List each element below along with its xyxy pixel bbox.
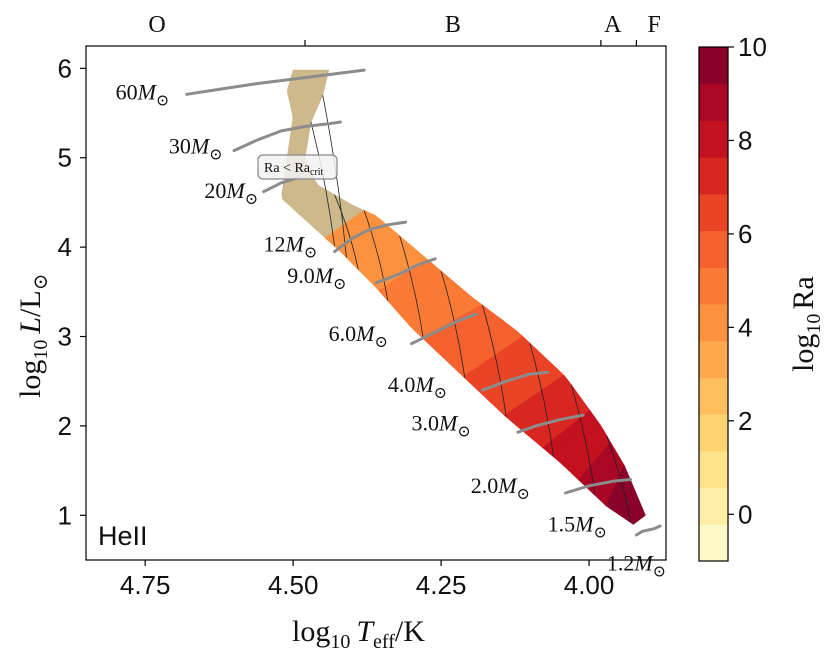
y-tick-label: 2 — [58, 411, 72, 441]
colorbar-tick-label: 10 — [738, 32, 767, 62]
y-axis-label-text: log10L/L⊙ — [14, 274, 52, 398]
colorbar-swatch — [699, 340, 728, 378]
colorbar: 0 2 4 6 8 10 log10Ra — [698, 32, 825, 562]
colorbar-swatch — [699, 157, 728, 195]
track-line-9.0 — [374, 257, 437, 285]
colorbar-swatch — [699, 304, 728, 342]
colorbar-swatch — [699, 377, 728, 415]
track-line-30 — [232, 120, 342, 153]
spectral-class-O: O — [148, 12, 165, 38]
y-axis-ticks: 1 2 3 4 5 6 — [58, 53, 86, 530]
x-tick-label: 4.50 — [268, 570, 319, 600]
track-line-1.5 — [634, 524, 662, 537]
convective-band — [281, 69, 646, 525]
colorbar-swatch — [699, 414, 728, 452]
colorbar-swatch — [699, 47, 728, 85]
track-label-2.0: 2.0M⊙ — [471, 473, 530, 503]
x-axis-label-text: log10 Teff/K — [292, 615, 425, 653]
contour-line — [529, 343, 554, 457]
colorbar-label: log10Ra — [787, 276, 825, 372]
x-axis-label: log10 Teff/K — [292, 615, 425, 653]
colorbar-swatches — [699, 47, 728, 562]
colorbar-swatch — [699, 524, 728, 562]
y-tick-label: 1 — [58, 500, 72, 530]
x-axis-ticks: 4.75 4.50 4.25 4.00 — [120, 560, 614, 600]
y-axis-label: log10L/L⊙ — [14, 274, 52, 398]
track-label-20: 20M⊙ — [204, 178, 258, 208]
contour-line — [310, 121, 335, 247]
track-line-12 — [333, 220, 408, 254]
colorbar-frame — [698, 46, 729, 562]
stable-region-label-box — [257, 154, 338, 180]
track-label-4.0: 4.0M⊙ — [388, 372, 447, 402]
contour-line — [399, 235, 424, 339]
track-label-3.0: 3.0M⊙ — [412, 410, 471, 440]
track-line-6.0 — [410, 312, 479, 346]
colorbar-swatch — [699, 193, 728, 232]
plot-frame — [85, 45, 667, 561]
colorbar-swatch — [699, 83, 728, 121]
colorbar-swatch — [699, 120, 728, 158]
track-line-2.0 — [563, 478, 632, 495]
colorbar-label-text: log10Ra — [787, 276, 825, 372]
panel-label: HeII — [98, 521, 148, 551]
track-label-12: 12M⊙ — [264, 232, 318, 262]
track-mass-labels: 60M⊙ 30M⊙ 20M⊙12M⊙9.0M⊙ 6.0M⊙4.0M⊙ 3.0M⊙ 2.0M… — [116, 80, 666, 581]
colorbar-tick-label: 2 — [738, 406, 752, 436]
y-tick-label: 6 — [58, 53, 72, 83]
colorbar-tick-label: 6 — [738, 219, 752, 249]
band-cell — [287, 147, 307, 155]
y-tick-label: 3 — [58, 322, 72, 352]
x-tick-label: 4.75 — [120, 570, 171, 600]
stable-region-label-text: Ra < Racrit — [264, 161, 324, 178]
track-label-1.2: 1.2M⊙ — [607, 551, 666, 581]
colorbar-swatch — [699, 450, 728, 489]
contour-line — [440, 271, 466, 378]
y-tick-label: 5 — [58, 143, 72, 173]
track-label-1.5: 1.5M⊙ — [548, 511, 607, 541]
x-tick-label: 4.25 — [416, 570, 467, 600]
y-tick-label: 4 — [58, 232, 72, 262]
track-label-6.0: 6.0M⊙ — [329, 321, 388, 351]
track-line-3.0 — [516, 413, 585, 434]
contour-line — [363, 210, 389, 301]
plot-content — [185, 68, 662, 537]
contour-line — [334, 194, 359, 270]
colorbar-swatch — [699, 230, 728, 268]
colorbar-ticks: 0 2 4 6 8 10 — [728, 32, 767, 529]
stable-region-label: Ra < Racrit — [257, 154, 338, 180]
colorbar-tick-label: 0 — [738, 499, 752, 529]
spectral-class-A: A — [604, 12, 622, 38]
contour-line — [482, 305, 507, 418]
x-tick-label: 4.00 — [564, 570, 615, 600]
spectral-class-F: F — [647, 12, 660, 38]
colorbar-swatch — [699, 487, 728, 525]
track-line-4.0 — [481, 370, 550, 392]
track-label-30: 30M⊙ — [169, 133, 223, 163]
colorbar-tick-label: 8 — [738, 125, 752, 155]
spectral-class-B: B — [445, 12, 461, 38]
track-label-60: 60M⊙ — [116, 80, 170, 110]
colorbar-tick-label: 4 — [738, 312, 752, 342]
track-line-60 — [185, 68, 366, 96]
band-cell — [628, 507, 646, 525]
track-label-9.0: 9.0M⊙ — [287, 263, 346, 293]
colorbar-swatch — [699, 267, 728, 305]
